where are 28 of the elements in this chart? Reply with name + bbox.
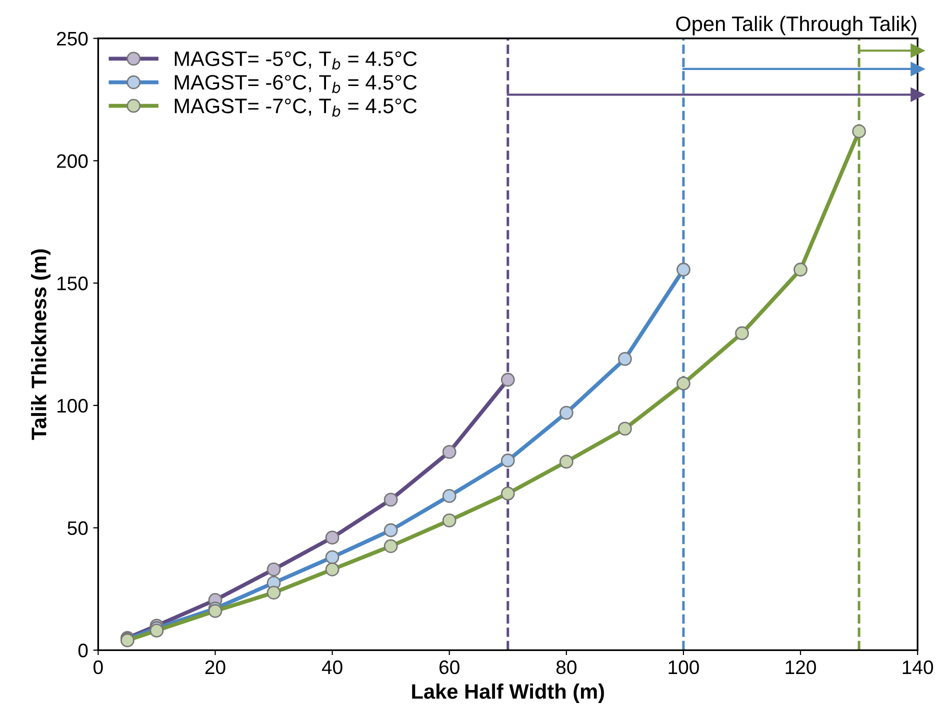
- x-tick-label: 100: [668, 660, 699, 674]
- point: [500, 372, 515, 387]
- x-tick-label: 140: [902, 660, 934, 674]
- point: [384, 492, 398, 507]
- point: [266, 562, 281, 576]
- x-axis-title: Lake Half Width (m): [412, 684, 604, 703]
- y-tick-label: 250: [56, 32, 88, 46]
- legend-label: MAGST= -7°C, T$_{b}$ = 4.5°C: [174, 98, 417, 117]
- x-tick-label: 80: [556, 660, 576, 674]
- legend-label: MAGST= -5°C, T$_{b}$ = 4.5°C: [174, 51, 417, 70]
- x-tick-label: 120: [786, 660, 816, 674]
- y-tick-label: 0: [78, 644, 88, 658]
- x-tick-label: 20: [205, 660, 226, 674]
- legend-label: MAGST= -6°C, T$_{b}$ = 4.5°C: [174, 74, 417, 94]
- point: [910, 88, 925, 102]
- x-tick-label: 0: [94, 660, 103, 674]
- y-tick-label: 100: [58, 398, 88, 413]
- point: [442, 444, 456, 459]
- point: [325, 530, 340, 545]
- point: [910, 62, 925, 76]
- y-tick-label: 200: [56, 154, 88, 168]
- point: [910, 44, 925, 58]
- x-tick-label: 60: [440, 660, 460, 674]
- x-tick-label: 40: [322, 660, 342, 674]
- text: Open Talik (Through Talik): [676, 16, 916, 36]
- y-tick-label: 50: [68, 521, 88, 536]
- y-tick-label: 150: [58, 276, 88, 290]
- y-axis-title: Talik Thickness (m): [31, 249, 50, 440]
